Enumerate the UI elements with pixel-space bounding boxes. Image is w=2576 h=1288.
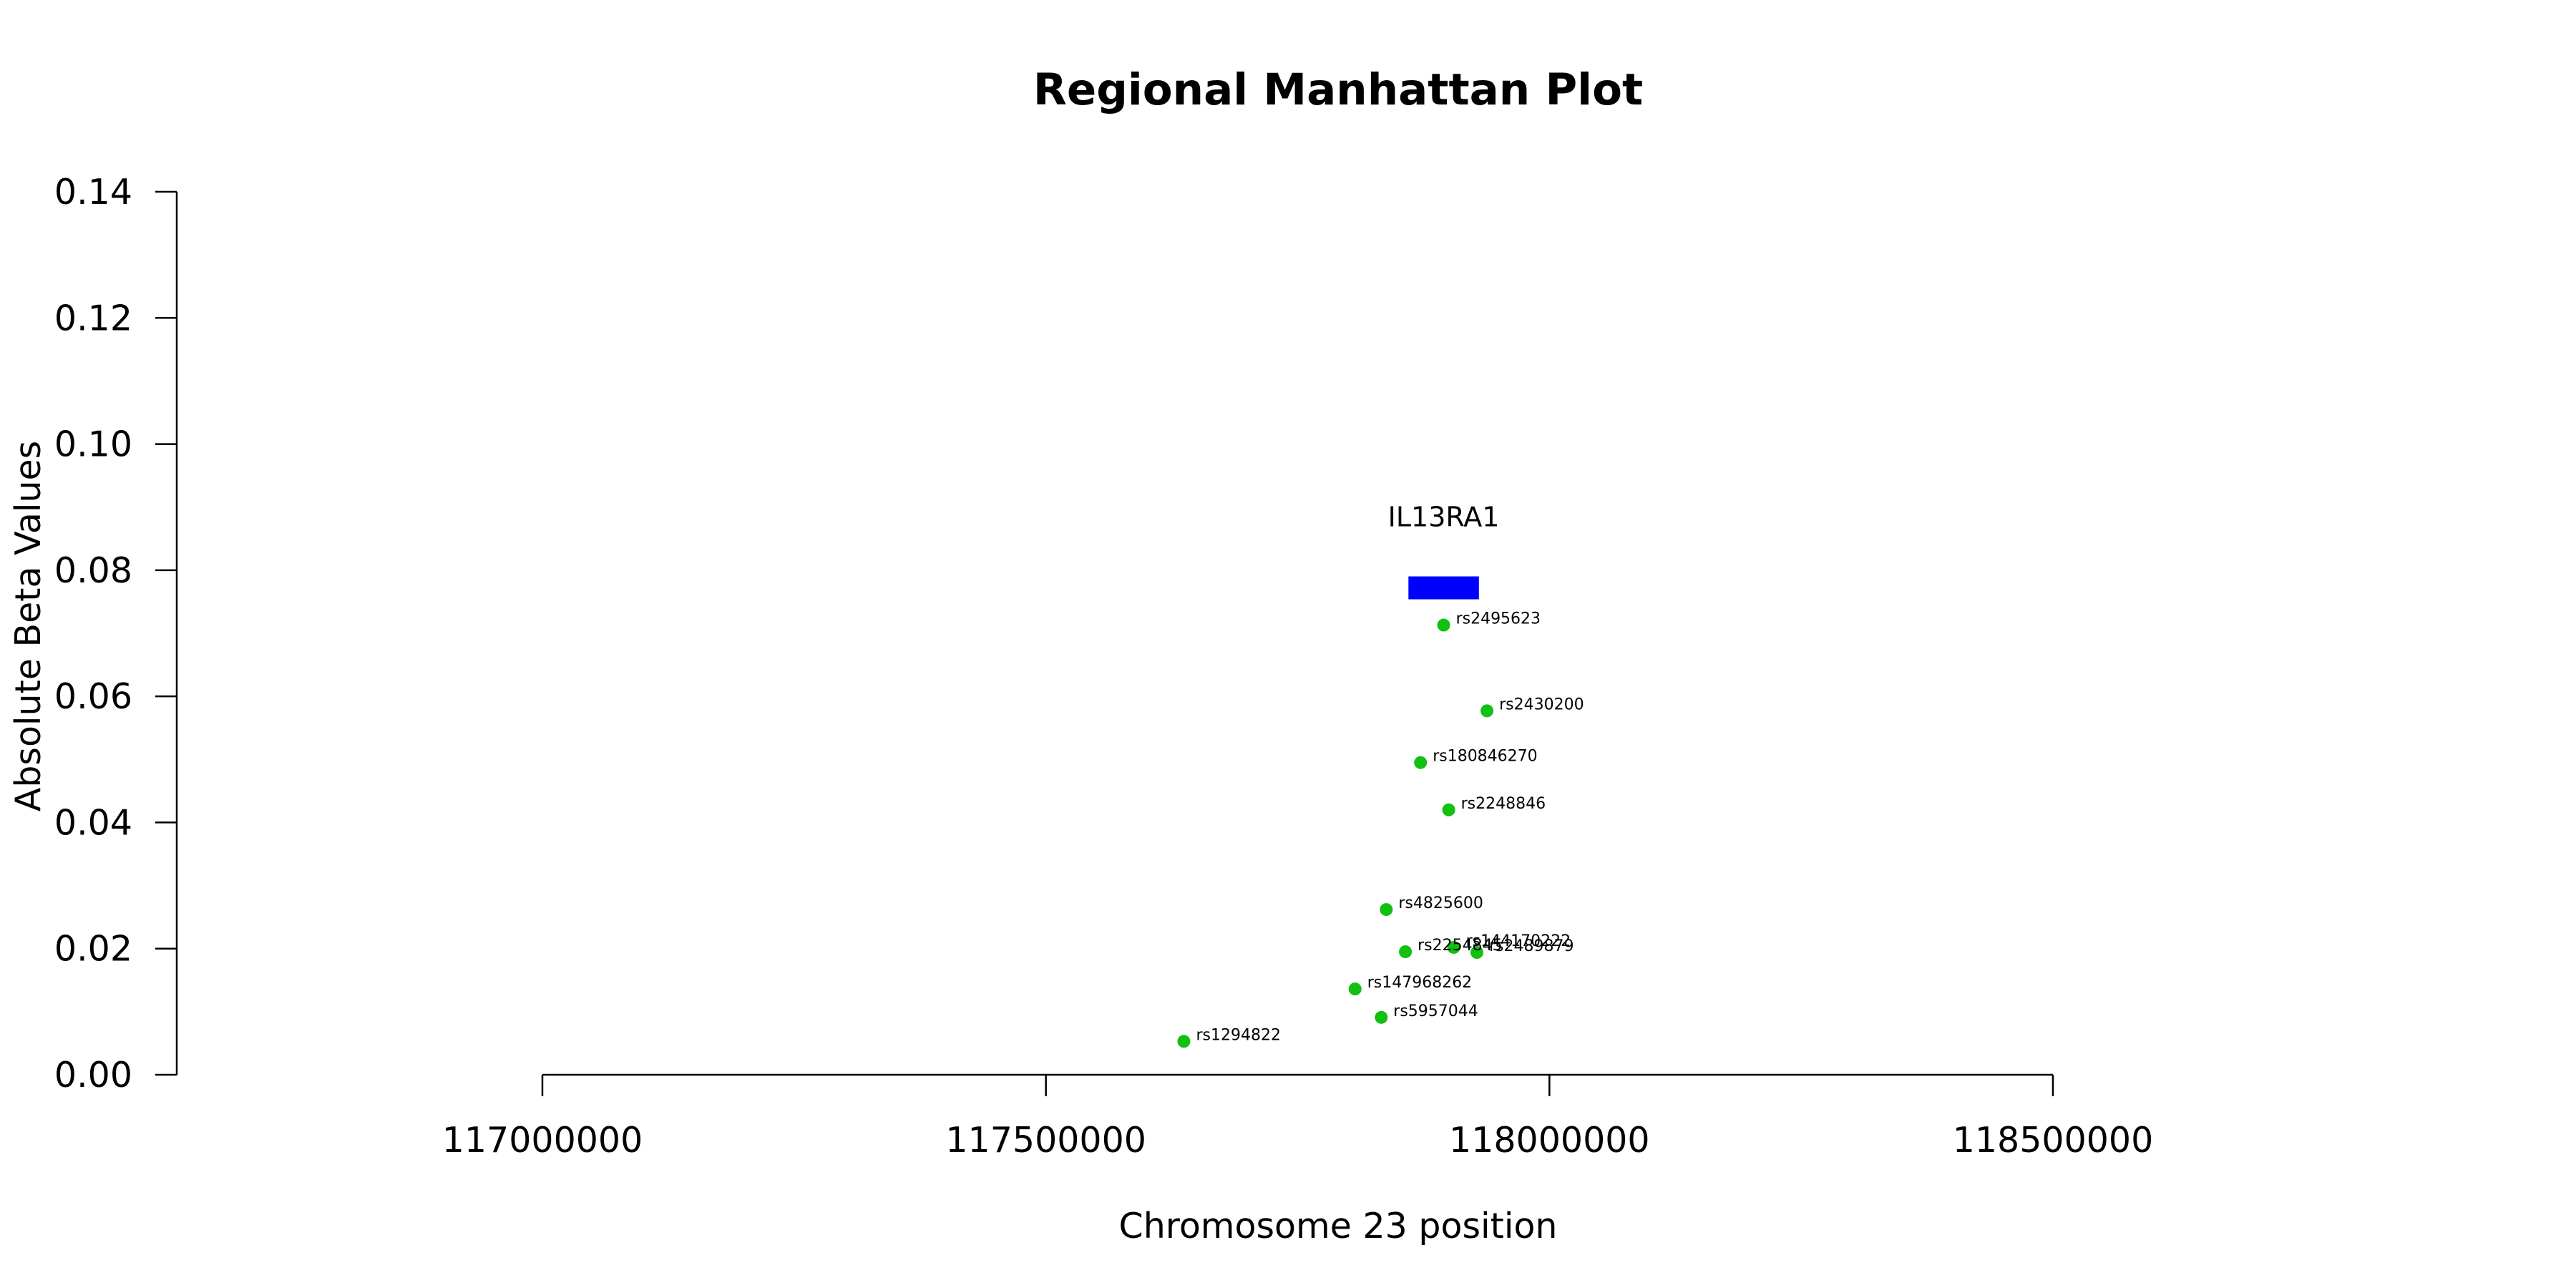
snp-points: rs2495623 rs2430200 rs180846270 rs2248846 rs… <box>1177 610 1584 1048</box>
snp-label: rs5957044 <box>1393 1002 1478 1020</box>
gene-label: IL13RA1 <box>1388 502 1500 533</box>
gene-track: IL13RA1 <box>1388 502 1500 600</box>
snp-label: rs2495623 <box>1456 610 1541 628</box>
snp-point <box>1375 1010 1388 1024</box>
snp-label: rs4825600 <box>1398 894 1483 912</box>
y-axis-label: Absolute Beta Values <box>8 441 49 811</box>
y-tick-label: 0.06 <box>54 676 132 717</box>
y-tick-label: 0.12 <box>54 298 132 338</box>
snp-label: rs2489879 <box>1489 937 1574 955</box>
snp-point <box>1437 618 1450 632</box>
y-tick-label: 0.08 <box>54 550 132 591</box>
snp-point <box>1447 940 1460 954</box>
snp-label: rs2254845 <box>1418 937 1503 955</box>
snp-point <box>1442 803 1455 816</box>
snp-point <box>1480 704 1494 718</box>
x-axis-label: Chromosome 23 position <box>1118 1206 1557 1246</box>
x-tick-label: 118500000 <box>1953 1120 2154 1161</box>
y-tick-label: 0.02 <box>54 929 132 970</box>
y-tick-label: 0.14 <box>54 172 132 213</box>
y-axis-ticks: 0.00 0.02 0.04 0.06 0.08 0.10 0.12 0.14 <box>54 172 177 1096</box>
snp-label: rs2430200 <box>1499 696 1584 713</box>
snp-point <box>1399 945 1413 959</box>
y-tick-label: 0.00 <box>54 1055 132 1096</box>
x-tick-label: 117000000 <box>442 1120 643 1161</box>
gene-bar <box>1408 576 1479 600</box>
snp-label: rs180846270 <box>1433 748 1537 766</box>
snp-label: rs1294822 <box>1196 1026 1281 1044</box>
snp-label: rs147968262 <box>1367 974 1472 992</box>
snp-label: rs2248846 <box>1461 795 1546 813</box>
snp-point <box>1470 946 1484 960</box>
x-tick-label: 117500000 <box>945 1120 1146 1161</box>
y-tick-label: 0.10 <box>54 424 132 465</box>
snp-point <box>1177 1035 1191 1048</box>
chart-title: Regional Manhattan Plot <box>1033 64 1643 115</box>
x-axis-ticks: 117000000 117500000 118000000 118500000 <box>442 1075 2154 1161</box>
snp-label: rs144170222 <box>1466 932 1571 950</box>
snp-point <box>1380 903 1393 917</box>
snp-point <box>1414 756 1428 769</box>
x-tick-label: 118000000 <box>1449 1120 1650 1161</box>
snp-point <box>1348 982 1362 996</box>
y-tick-label: 0.04 <box>54 802 132 843</box>
